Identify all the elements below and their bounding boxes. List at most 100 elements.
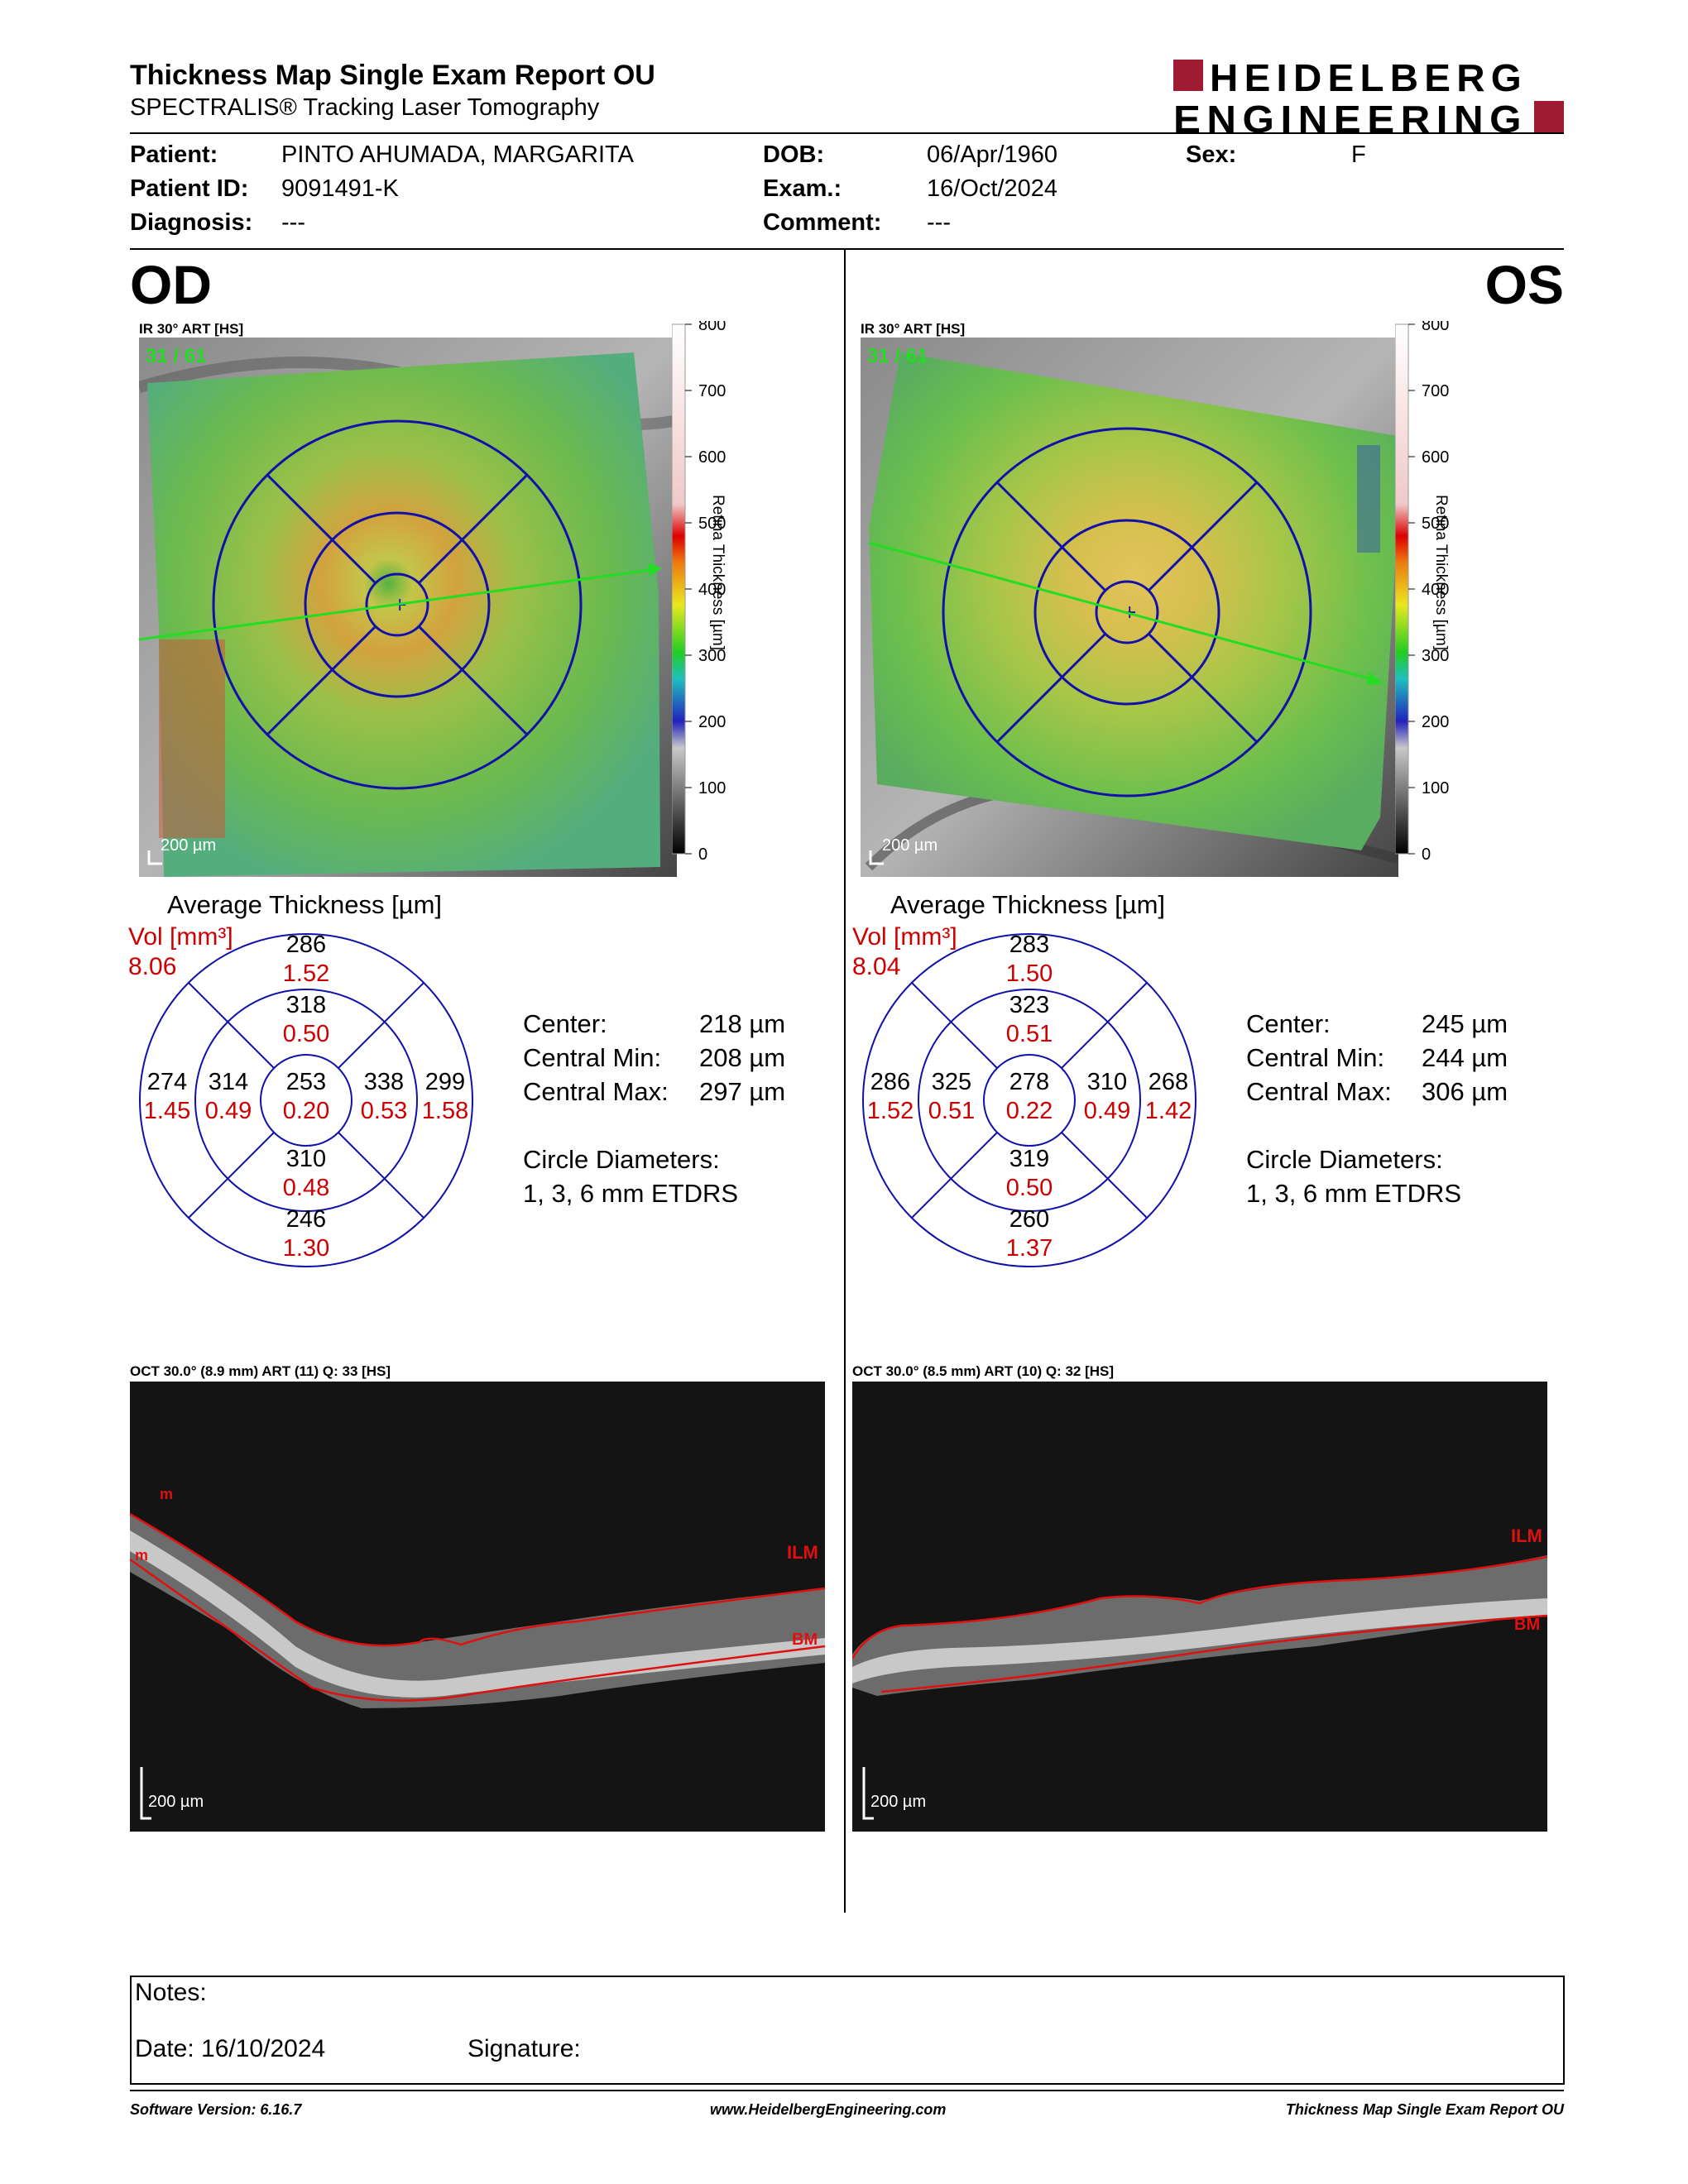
od-etdrs-grid [139,933,473,1267]
od-center-value: 218 µm [699,1009,786,1038]
notes-label: Notes: [135,1979,207,2006]
os-center-value: 245 µm [1422,1009,1508,1038]
scale-tick-label: 300 [698,647,726,665]
od-grid-outer_right-volume: 1.58 [421,1098,469,1124]
os-ir-label: IR 30° ART [HS] [861,321,966,337]
od-vol-label: Vol [mm³] [128,923,233,951]
od-diam-label: Circle Diameters: [523,1145,720,1174]
scale-tick-label: 300 [1422,647,1449,665]
od-grid-outer_inf-volume: 1.30 [282,1235,330,1262]
os-marker-bm: BM [1514,1616,1540,1634]
footer-url: www.HeidelbergEngineering.com [710,2101,947,2118]
scale-tick-label: 400 [1422,581,1449,599]
od-grid-inner_sup-volume: 0.50 [282,1021,330,1047]
os-grid-outer_left-thickness: 286 [870,1069,911,1095]
scale-tick-label: 400 [698,581,726,599]
os-max-label: Central Max: [1246,1077,1392,1106]
od-grid-inner_inf-thickness: 310 [285,1146,327,1172]
od-min-value: 208 µm [699,1043,786,1072]
os-grid-inner_sup-thickness: 323 [1009,992,1050,1018]
od-grid-center-thickness: 253 [285,1069,327,1095]
od-min-label: Central Min: [523,1043,662,1072]
os-oct-scale-bar: 200 µm [870,1793,926,1811]
scale-tick-label: 0 [698,845,707,864]
scale-tick-label: 200 [1422,713,1449,731]
od-eye-label: OD [130,254,212,315]
os-grid-inner_right-volume: 0.49 [1083,1098,1131,1124]
od-grid-outer_right-thickness: 299 [424,1069,466,1095]
scale-tick-label: 600 [698,448,726,467]
footer-divider [130,2090,1564,2091]
scale-tick-label: 100 [698,779,726,797]
header-divider [130,132,1564,134]
od-max-label: Central Max: [523,1077,669,1106]
scale-tick-label: 0 [1422,845,1431,864]
exam-value: 16/Oct/2024 [927,175,1057,202]
dob-label: DOB: [763,141,825,168]
os-marker-ilm: ILM [1511,1525,1542,1546]
os-grid-center-volume: 0.22 [1005,1098,1053,1124]
os-grid-outer_sup-volume: 1.50 [1005,960,1053,987]
od-diam-value: 1, 3, 6 mm ETDRS [523,1179,739,1208]
od-grid-outer_left-thickness: 274 [146,1069,188,1095]
os-min-label: Central Min: [1246,1043,1385,1072]
od-map-scale-bar: 200 µm [161,836,216,855]
os-grid-inner_sup-volume: 0.51 [1005,1021,1053,1047]
patient-divider [130,248,1564,250]
software-version: Software Version: 6.16.7 [130,2101,302,2118]
od-oct-scale-bar: 200 µm [148,1793,204,1811]
os-grid-outer_inf-volume: 1.37 [1005,1235,1053,1262]
od-grid-inner_left-thickness: 314 [208,1069,249,1095]
footer-report-name: Thickness Map Single Exam Report OU [1285,2101,1564,2118]
diagnosis-label: Diagnosis: [130,209,253,236]
comment-value: --- [927,209,951,236]
os-thickness-map: + 31 / 61 200 µm [861,338,1398,877]
os-oct-scan: ILM BM 200 µm [852,1382,1547,1832]
od-marker-m2: m [135,1547,148,1564]
os-oct-label: OCT 30.0° (8.5 mm) ART (10) Q: 32 [HS] [852,1363,1115,1379]
patient-id-value: 9091491-K [281,175,399,202]
os-grid-inner_inf-volume: 0.50 [1005,1175,1053,1201]
date-label: Date: 16/10/2024 [135,2035,326,2062]
diagnosis-value: --- [281,209,305,236]
os-avg-title: Average Thickness [µm] [890,890,1166,919]
od-grid-inner_left-volume: 0.49 [204,1098,252,1124]
os-vol-value: 8.04 [852,953,901,980]
os-color-scale: 800 700 600 500 400 300 200 100 0 [1395,321,1449,864]
report-title: Thickness Map Single Exam Report OU [130,60,655,91]
sex-label: Sex: [1186,141,1237,168]
od-grid-outer_inf-thickness: 246 [285,1206,327,1233]
od-oct-label: OCT 30.0° (8.9 mm) ART (11) Q: 33 [HS] [130,1363,391,1379]
od-frame-label: 31 / 61 [146,345,206,367]
patient-id-label: Patient ID: [130,175,249,202]
od-ir-label: IR 30° ART [HS] [139,321,244,337]
scale-tick-label: 500 [698,515,726,533]
od-scale-title: Retina Thickness [µm] [709,495,727,650]
os-grid-inner_right-thickness: 310 [1086,1069,1128,1095]
comment-label: Comment: [763,209,882,236]
scale-tick-label: 700 [1422,382,1449,400]
od-grid-outer_sup-volume: 1.52 [282,960,330,987]
scale-tick-label: 800 [698,321,726,334]
notes-box [130,1976,1565,2085]
os-map-scale-bar: 200 µm [882,836,938,855]
scale-tick-label: 600 [1422,448,1449,467]
os-min-value: 244 µm [1422,1043,1508,1072]
os-scale-title: Retina Thickness [µm] [1432,495,1450,650]
os-diam-value: 1, 3, 6 mm ETDRS [1246,1179,1462,1208]
os-grid-inner_left-thickness: 325 [931,1069,972,1095]
os-diam-label: Circle Diameters: [1246,1145,1443,1174]
od-oct-scan: m m ILM BM 200 µm [130,1382,825,1832]
od-color-scale: 800 700 600 500 400 300 200 100 0 [672,321,726,864]
os-grid-center-thickness: 278 [1009,1069,1050,1095]
od-avg-title: Average Thickness [µm] [167,890,443,919]
scale-tick-label: 500 [1422,515,1449,533]
od-grid-inner_inf-volume: 0.48 [282,1175,330,1201]
os-grid-outer_left-volume: 1.52 [866,1098,914,1124]
patient-label: Patient: [130,141,218,168]
sex-value: F [1351,141,1366,168]
od-grid-center-volume: 0.20 [282,1098,330,1124]
od-grid-inner_right-thickness: 338 [363,1069,405,1095]
od-marker-m1: m [160,1486,173,1502]
os-frame-label: 31 / 61 [867,345,928,367]
